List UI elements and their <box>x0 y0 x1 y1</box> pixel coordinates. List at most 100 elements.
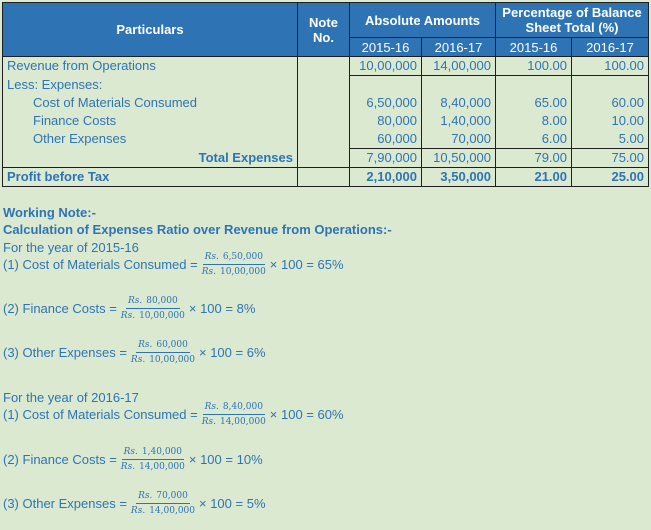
numerator: Rs. 80,000 <box>125 296 180 309</box>
fraction: Rs. 6,50,000 Rs. 10,00,000 <box>200 252 268 277</box>
currency: Rs. <box>127 296 143 306</box>
row-label: Cost of Materials Consumed <box>2 94 298 112</box>
fraction: Rs. 8,40,000 Rs. 14,00,000 <box>200 402 268 427</box>
year-heading: For the year of 2015-16 <box>3 240 139 255</box>
denominator-value: 10,00,000 <box>149 355 195 365</box>
currency: Rs. <box>120 311 136 321</box>
cell: 70,000 <box>420 130 497 149</box>
numerator-value: 6,50,000 <box>222 252 263 262</box>
fraction: Rs. 60,000 Rs. 10,00,000 <box>129 340 197 365</box>
table-row: Less: Expenses: <box>2 75 650 94</box>
ratio-formula: (2) Finance Costs = Rs. 80,000 Rs. 10,00,0… <box>3 296 255 321</box>
numerator: Rs. 6,50,000 <box>202 252 265 265</box>
ratio-formula: (3) Other Expenses = Rs. 70,000 Rs. 14,00,… <box>3 491 266 516</box>
numerator: Rs. 60,000 <box>136 340 190 353</box>
cell: 5.00 <box>571 130 650 149</box>
denominator-value: 14,00,000 <box>139 462 185 472</box>
multiplier: × 100 = <box>188 452 233 467</box>
numerator: Rs. 70,000 <box>136 491 190 504</box>
cell: 75.00 <box>571 148 650 168</box>
numerator-value: 1,40,000 <box>141 447 182 457</box>
formula-label: (1) Cost of Materials Consumed = <box>3 407 198 422</box>
currency: Rs. <box>138 340 153 350</box>
formula-label: (3) Other Expenses = <box>3 496 127 511</box>
numerator-value: 80,000 <box>146 296 178 306</box>
cell: 7,90,000 <box>349 148 422 168</box>
cell: 60,000 <box>349 130 422 149</box>
cell: 10,00,000 <box>349 56 422 76</box>
ratio-formula: (3) Other Expenses = Rs. 60,000 Rs. 10,00,… <box>3 340 266 365</box>
currency: Rs. <box>120 462 136 472</box>
multiplier: × 100 = <box>269 257 314 272</box>
working-note-subtitle: Calculation of Expenses Ratio over Reven… <box>3 222 392 237</box>
multiplier: × 100 = <box>199 345 244 360</box>
denominator-value: 14,00,000 <box>149 506 195 516</box>
header-percentage: Percentage of Balance Sheet Total (%) <box>495 2 650 38</box>
numerator-value: 8,40,000 <box>222 402 263 412</box>
currency: Rs. <box>204 252 219 262</box>
table-row: Revenue from Operations 10,00,000 14,00,… <box>2 56 650 76</box>
table-row: Finance Costs 80,000 1,40,000 8.00 10.00 <box>2 112 650 130</box>
fraction: Rs. 1,40,000 Rs. 14,00,000 <box>119 447 187 472</box>
formula-result: 60% <box>317 407 344 422</box>
formula-result: 6% <box>246 345 266 360</box>
cell: 65.00 <box>495 94 573 112</box>
row-label: Less: Expenses: <box>2 75 298 94</box>
multiplier: × 100 = <box>188 301 233 316</box>
header-particulars: Particulars <box>2 2 298 57</box>
numerator-value: 60,000 <box>156 340 188 350</box>
cell: 3,50,000 <box>420 167 497 187</box>
table-row: Other Expenses 60,000 70,000 6.00 5.00 <box>2 130 650 149</box>
multiplier: × 100 = <box>269 407 314 422</box>
fraction: Rs. 80,000 Rs. 10,00,000 <box>119 296 187 321</box>
denominator: Rs. 14,00,000 <box>200 415 268 427</box>
numerator-value: 70,000 <box>156 491 188 501</box>
cell: 100.00 <box>571 56 650 76</box>
row-label: Finance Costs <box>2 112 298 130</box>
cell: 10.00 <box>571 112 650 130</box>
row-label: Total Expenses <box>2 148 298 168</box>
cell: 8.00 <box>495 112 573 130</box>
formula-result: 65% <box>317 257 344 272</box>
formula-result: 10% <box>236 452 263 467</box>
formula-result: 8% <box>236 301 256 316</box>
cell: 2,10,000 <box>349 167 422 187</box>
header-year: 2016-17 <box>420 37 497 57</box>
denominator-value: 14,00,000 <box>219 417 266 427</box>
currency: Rs. <box>138 491 153 501</box>
ratio-formula: (1) Cost of Materials Consumed = Rs. 6,50… <box>3 252 344 277</box>
table-row-profit: Profit before Tax 2,10,000 3,50,000 21.0… <box>2 167 650 187</box>
currency: Rs. <box>201 417 216 427</box>
currency: Rs. <box>201 267 216 277</box>
denominator: Rs. 14,00,000 <box>119 460 187 472</box>
ratio-formula: (1) Cost of Materials Consumed = Rs. 8,40… <box>3 402 344 427</box>
header-note-no: Note No. <box>297 2 350 57</box>
cell: 25.00 <box>571 167 650 187</box>
table-row-total: Total Expenses 7,90,000 10,50,000 79.00 … <box>2 148 650 168</box>
denominator: Rs. 10,00,000 <box>200 265 268 277</box>
denominator-value: 10,00,000 <box>219 267 266 277</box>
formula-result: 5% <box>246 496 266 511</box>
currency: Rs. <box>130 506 146 516</box>
formula-label: (3) Other Expenses = <box>3 345 127 360</box>
year-heading: For the year of 2016-17 <box>3 390 139 405</box>
denominator: Rs. 10,00,000 <box>119 309 187 321</box>
cell: 21.00 <box>495 167 573 187</box>
comparative-statement-table: Particulars Note No. Absolute Amounts Pe… <box>2 2 650 187</box>
cell: 8,40,000 <box>420 94 497 112</box>
currency: Rs. <box>204 402 219 412</box>
cell: 1,40,000 <box>420 112 497 130</box>
ratio-formula: (2) Finance Costs = Rs. 1,40,000 Rs. 14,00… <box>3 447 263 472</box>
header-year: 2016-17 <box>571 37 650 57</box>
numerator: Rs. 8,40,000 <box>202 402 265 415</box>
row-label: Revenue from Operations <box>2 56 298 76</box>
header-year: 2015-16 <box>495 37 573 57</box>
currency: Rs. <box>123 447 138 457</box>
header-absolute-amounts: Absolute Amounts <box>348 2 497 38</box>
table-row: Cost of Materials Consumed 6,50,000 8,40… <box>2 94 650 112</box>
formula-label: (2) Finance Costs = <box>3 452 117 467</box>
row-label: Profit before Tax <box>2 167 298 187</box>
header-year: 2015-16 <box>349 37 422 57</box>
cell: 14,00,000 <box>420 56 497 76</box>
currency: Rs. <box>130 355 146 365</box>
